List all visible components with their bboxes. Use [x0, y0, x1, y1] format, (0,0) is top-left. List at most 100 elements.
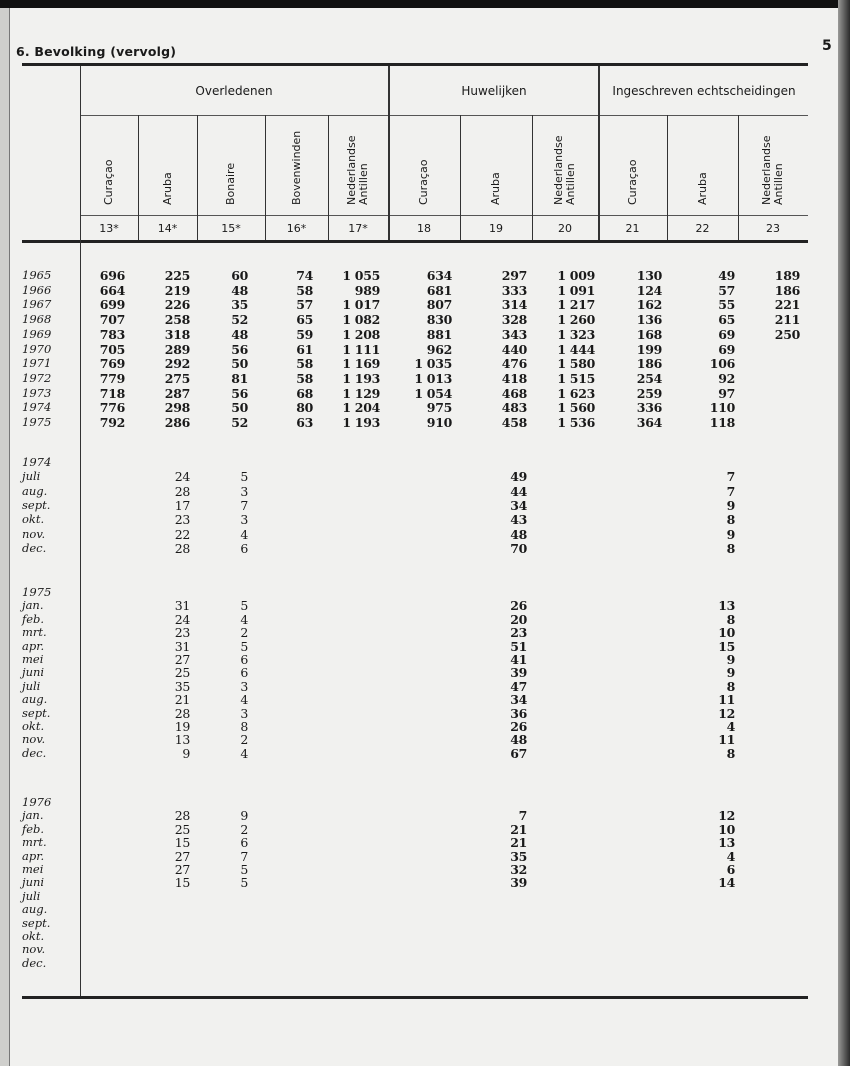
table-cell: 43 — [510, 512, 527, 528]
table-cell: 7 — [518, 808, 528, 824]
table-cell: 26 — [510, 719, 527, 734]
row-label-month: apr. — [22, 848, 45, 863]
table-cell: 1 054 — [414, 385, 452, 401]
table-cell: 65 — [718, 312, 735, 328]
table-cell: 3 — [240, 678, 248, 694]
table-cell: 1 217 — [557, 297, 595, 313]
row-label-year: 1969 — [22, 326, 52, 341]
table-cell: 48 — [510, 732, 527, 748]
row-label-month: okt. — [22, 512, 45, 527]
column-divider — [532, 115, 533, 240]
table-cell: 10 — [718, 625, 735, 641]
table-cell: 23 — [510, 625, 527, 641]
table-cell: 1 623 — [557, 385, 595, 401]
table-cell: 69 — [718, 326, 735, 342]
table-cell: 34 — [510, 692, 527, 708]
table-cell: 9 — [726, 665, 736, 681]
column-number: 18 — [417, 222, 431, 235]
column-number-rule — [80, 215, 808, 216]
table-cell: 297 — [501, 268, 528, 283]
table-cell: 289 — [164, 341, 191, 357]
table-cell: 28 — [174, 705, 191, 721]
table-cell: 14 — [718, 875, 735, 891]
table-cell: 1 013 — [414, 370, 452, 386]
table-cell: 7 — [726, 483, 736, 499]
table-cell: 15 — [718, 638, 735, 654]
table-cell: 27 — [174, 862, 191, 877]
table-cell: 314 — [501, 297, 528, 313]
row-label-month: nov. — [22, 526, 46, 541]
table-cell: 6 — [240, 652, 248, 667]
row-label-month: okt. — [22, 929, 45, 943]
table-cell: 962 — [426, 341, 453, 357]
table-cell: 9 — [726, 526, 736, 542]
table-cell: 881 — [426, 326, 453, 342]
row-label-month: mrt. — [22, 625, 47, 640]
table-cell: 51 — [510, 638, 527, 654]
column-divider — [328, 115, 329, 240]
row-label-month: feb. — [22, 611, 45, 626]
column-header-label: Antillen — [564, 163, 577, 205]
row-label-month: dec. — [22, 745, 47, 760]
table-cell: 23 — [174, 625, 191, 641]
header-bottom-rule — [22, 240, 808, 243]
table-cell: 50 — [231, 356, 248, 372]
table-cell: 168 — [636, 326, 663, 342]
table-cell: 292 — [164, 356, 191, 372]
table-cell: 68 — [296, 385, 313, 401]
table-cell: 699 — [99, 297, 126, 313]
column-number: 17* — [348, 222, 368, 235]
group-huwelijken: Huwelijken — [461, 84, 527, 98]
row-label-year: 1975 — [22, 415, 52, 429]
table-cell: 118 — [709, 415, 736, 430]
table-cell: 31 — [174, 638, 191, 654]
column-divider — [265, 115, 266, 240]
table-cell: 3 — [240, 512, 248, 528]
row-label-month: nov. — [22, 732, 46, 747]
table-cell: 333 — [501, 282, 528, 298]
table-cell: 343 — [501, 326, 528, 342]
table-cell: 225 — [164, 268, 191, 283]
table-cell: 22 — [174, 526, 191, 542]
row-label-month: aug. — [22, 692, 48, 707]
column-divider — [667, 115, 668, 240]
table-cell: 6 — [240, 835, 248, 851]
table-cell: 59 — [296, 326, 313, 342]
table-cell: 1 323 — [557, 326, 595, 342]
table-cell: 483 — [501, 400, 528, 416]
table-cell: 63 — [296, 415, 313, 430]
column-number: 23 — [766, 222, 780, 235]
column-number: 20 — [558, 222, 572, 235]
table-cell: 32 — [510, 862, 527, 877]
table-cell: 130 — [636, 268, 663, 283]
table-cell: 65 — [296, 312, 313, 328]
column-header-label: Curaçao — [102, 159, 115, 205]
table-cell: 8 — [726, 678, 736, 694]
table-cell: 70 — [510, 540, 527, 556]
column-number: 15* — [221, 222, 241, 235]
group-overledenen: Overledenen — [195, 84, 273, 98]
table-cell: 5 — [240, 638, 248, 654]
table-cell: 286 — [164, 415, 191, 430]
table-cell: 4 — [240, 611, 248, 627]
column-number: 16* — [286, 222, 307, 235]
table-cell: 6 — [240, 540, 248, 556]
table-cell: 57 — [296, 297, 313, 313]
group-header-rule — [80, 115, 808, 116]
row-label-year: 1974 — [22, 400, 52, 415]
table-cell: 15 — [174, 875, 191, 891]
row-label-year: 1972 — [22, 370, 52, 385]
table-cell: 664 — [99, 282, 126, 298]
table-cell: 74 — [296, 268, 313, 283]
table-cell: 97 — [718, 385, 735, 401]
table-cell: 1 580 — [557, 356, 595, 372]
scan-top-edge — [0, 0, 850, 8]
column-number: 19 — [489, 222, 503, 235]
table-cell: 26 — [510, 598, 527, 614]
table-cell: 58 — [296, 282, 313, 298]
table-cell: 2 — [240, 732, 248, 748]
table-cell: 27 — [174, 848, 191, 864]
row-label-month: mrt. — [22, 835, 47, 850]
column-number: 13* — [99, 222, 119, 235]
table-cell: 57 — [718, 282, 735, 298]
